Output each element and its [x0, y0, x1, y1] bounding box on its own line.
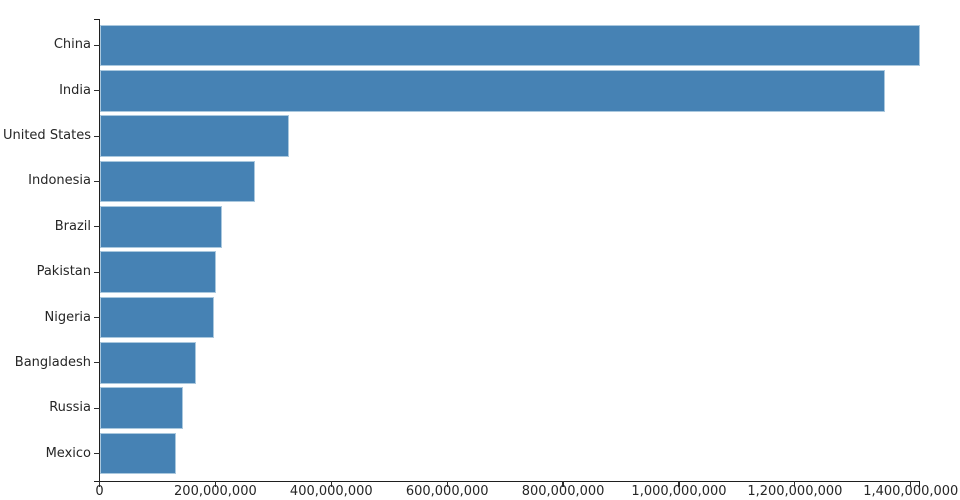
y-axis-line: [99, 19, 101, 481]
x-tick-mark: [910, 480, 912, 487]
bar-russia: [100, 387, 184, 430]
y-tick-label: India: [59, 82, 91, 98]
bar-pakistan: [100, 251, 217, 294]
y-tick-label: China: [53, 37, 91, 53]
y-tick-mark: [93, 362, 100, 364]
bar-bangladesh: [100, 341, 197, 384]
x-tick-label: 1,200,000,000: [747, 483, 843, 499]
x-tick-label: 1,400,000,000: [863, 483, 959, 499]
bar-mexico: [100, 432, 176, 475]
y-tick-label: Mexico: [45, 445, 91, 461]
x-tick-mark: [678, 480, 680, 487]
y-tick-label: Russia: [49, 400, 91, 416]
x-tick-label: 200,000,000: [174, 483, 257, 499]
x-axis-right-outer-tick-mark: [918, 480, 921, 487]
y-tick-label: Nigeria: [44, 309, 91, 325]
y-axis-top-outer-tick-mark: [93, 19, 100, 21]
y-tick-mark: [93, 407, 100, 409]
y-tick-mark: [93, 44, 100, 46]
y-tick-mark: [93, 90, 100, 92]
y-tick-label: Pakistan: [36, 264, 91, 280]
y-tick-label: United States: [2, 128, 91, 144]
x-axis-line: [93, 480, 920, 482]
x-tick-label: 0: [95, 483, 104, 499]
x-tick-mark: [446, 480, 448, 487]
x-tick-mark: [98, 480, 101, 487]
y-tick-label: Brazil: [54, 218, 91, 234]
y-tick-mark: [93, 316, 100, 319]
bar-united-states: [100, 115, 290, 157]
x-tick-mark: [562, 480, 564, 487]
y-tick-mark: [93, 271, 100, 273]
y-tick-mark: [93, 226, 100, 228]
bar-china: [100, 24, 920, 67]
x-tick-mark: [214, 480, 216, 487]
y-tick-mark: [93, 180, 100, 183]
x-tick-label: 600,000,000: [405, 483, 489, 499]
x-tick-label: 400,000,000: [289, 483, 373, 499]
bar-brazil: [100, 205, 223, 248]
y-tick-mark: [93, 135, 100, 137]
x-tick-mark: [330, 480, 332, 487]
x-tick-mark: [794, 480, 796, 487]
bar-india: [100, 69, 885, 112]
y-tick-label: Indonesia: [28, 173, 91, 189]
y-tick-mark: [93, 452, 100, 455]
x-tick-label: 1,000,000,000: [631, 483, 727, 499]
bar-nigeria: [100, 296, 214, 339]
x-tick-label: 800,000,000: [521, 483, 605, 499]
bar-indonesia: [100, 160, 255, 203]
y-tick-label: Bangladesh: [14, 354, 91, 370]
